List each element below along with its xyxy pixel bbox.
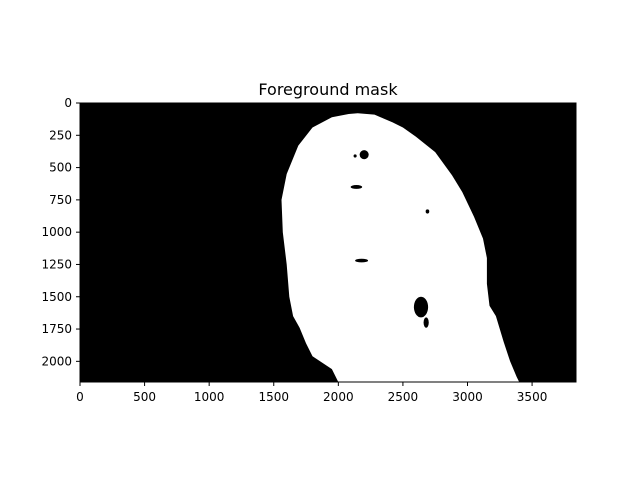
- mask-hole: [425, 209, 430, 214]
- y-tick-label: 1750: [41, 322, 72, 336]
- x-tick-label: 1000: [194, 390, 225, 404]
- y-tick-label: 2000: [41, 354, 72, 368]
- x-tick-label: 500: [133, 390, 156, 404]
- plot-frame: [79, 102, 577, 383]
- mask-hole: [359, 150, 369, 160]
- plot-area: [79, 102, 577, 383]
- y-tick-label: 1000: [41, 225, 72, 239]
- foreground-region: [281, 113, 520, 383]
- x-axis: 0 500 1000 1500 2000 2500 3000 3500: [76, 382, 547, 404]
- x-tick-label: 2500: [388, 390, 419, 404]
- y-tick-label: 250: [49, 128, 72, 142]
- mask-hole: [413, 296, 429, 318]
- y-tick-label: 1250: [41, 257, 72, 271]
- y-tick-label: 0: [64, 96, 72, 110]
- mask-hole: [353, 154, 357, 158]
- chart-title: Foreground mask: [258, 80, 398, 99]
- x-tick-label: 1500: [258, 390, 289, 404]
- x-tick-label: 3000: [452, 390, 483, 404]
- mask-hole: [350, 185, 363, 189]
- y-axis: 0 250 500 750 1000 1250 1500 1750 2000: [41, 96, 80, 368]
- mask-hole: [423, 317, 429, 328]
- y-tick-label: 1500: [41, 290, 72, 304]
- y-tick-label: 750: [49, 193, 72, 207]
- y-tick-label: 500: [49, 161, 72, 175]
- x-tick-label: 3500: [517, 390, 548, 404]
- mask-hole: [355, 258, 369, 263]
- x-tick-label: 0: [76, 390, 84, 404]
- x-tick-label: 2000: [323, 390, 354, 404]
